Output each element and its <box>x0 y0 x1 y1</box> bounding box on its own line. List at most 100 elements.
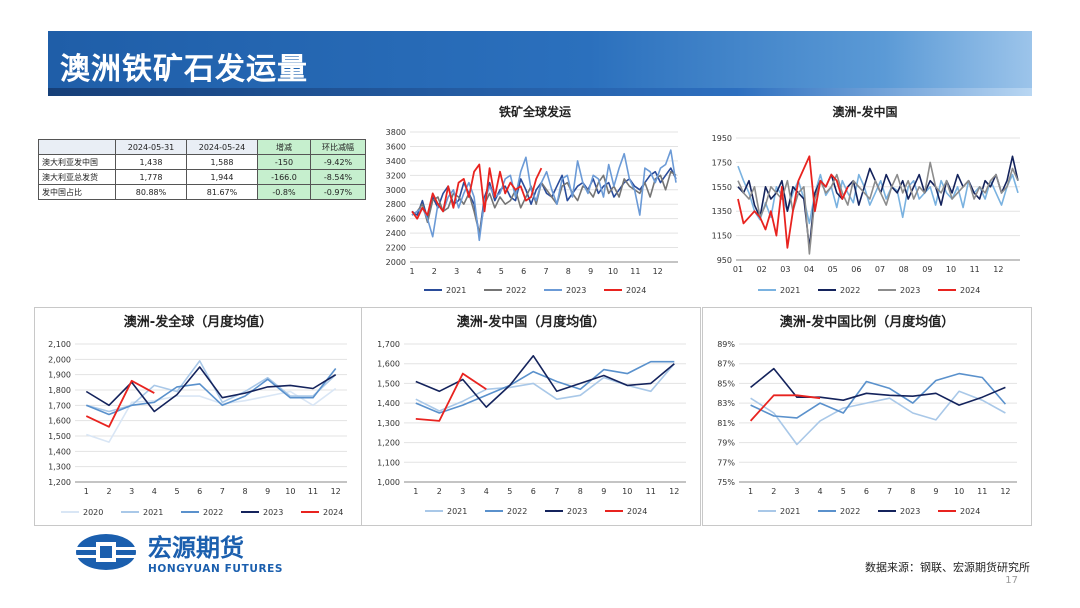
legend-label: 2023 <box>263 508 283 517</box>
y-tick-label: 1,100 <box>377 458 400 467</box>
y-tick-label: 950 <box>717 256 732 265</box>
x-tick-label: 9 <box>933 487 938 496</box>
table-cell: 81.67% <box>186 184 258 200</box>
x-tick-label: 10 <box>946 265 956 274</box>
y-tick-label: 1,400 <box>377 399 400 408</box>
x-tick-label: 6 <box>521 267 526 276</box>
y-tick-label: 1,900 <box>48 371 71 380</box>
chart-title: 铁矿全球发运 <box>499 104 571 119</box>
legend-label: 2021 <box>780 507 800 516</box>
chart-china-monthly: 澳洲-发中国（月度均值） 1,000 1,100 1,200 1,300 1,400 1,5… <box>361 307 701 526</box>
legend-label: 2020 <box>83 508 103 517</box>
y-tick-label: 3200 <box>386 171 406 180</box>
y-tick-label: 2,100 <box>48 340 71 349</box>
legend-label: 2022 <box>507 507 527 516</box>
legend-label: 2023 <box>900 507 920 516</box>
chart-global-monthly: 澳洲-发全球（月度均值） 1,200 1,300 1,400 1,500 1,600 1,7… <box>34 307 362 526</box>
x-tick-label: 5 <box>841 487 846 496</box>
chart-title: 澳洲-发中国（月度均值） <box>457 314 605 330</box>
chart-global-monthly-svg: 澳洲-发全球（月度均值） 1,200 1,300 1,400 1,500 1,600 1,7… <box>48 314 347 517</box>
x-tick-label: 04 <box>804 265 814 274</box>
y-tick-label: 1,700 <box>377 340 400 349</box>
series-line-2021 <box>415 363 675 412</box>
x-tick-label: 12 <box>331 487 341 496</box>
y-tick-label: 1550 <box>712 183 732 192</box>
chart-china-weekly-svg: 澳洲-发中国 950 1150 1350 1550 1750 1950 01 02 03 04 05 0… <box>712 104 1020 295</box>
table-cell: -166.0 <box>257 169 311 185</box>
y-tick-label: 85% <box>717 379 735 388</box>
x-tick-label: 6 <box>197 487 202 496</box>
legend-label: 2024 <box>627 507 647 516</box>
series-line-2024 <box>415 372 487 422</box>
series-line-2024 <box>737 155 849 249</box>
legend-label: 2021 <box>780 286 800 295</box>
chart-title: 澳洲-发中国 <box>833 104 898 119</box>
chart-china-ratio-monthly-svg: 澳洲-发中国比例（月度均值）75%77%79%81%83%85%87%89%1 2… <box>717 314 1017 516</box>
table-header-cell: 2024-05-31 <box>115 139 187 155</box>
x-tick-label: 3 <box>794 487 799 496</box>
y-tick-label: 3000 <box>386 186 406 195</box>
y-tick-label: 3800 <box>386 128 406 137</box>
page-number: 17 <box>1005 575 1018 586</box>
chart-global-weekly: 铁矿全球发运 2000 2200 2400 2600 2800 3000 3200 3400 36… <box>370 102 686 302</box>
x-tick-label: 5 <box>507 487 512 496</box>
x-tick-label: 11 <box>977 487 987 496</box>
x-tick-label: 4 <box>476 267 481 276</box>
x-tick-label: 07 <box>875 265 885 274</box>
x-tick-label: 10 <box>608 267 618 276</box>
y-tick-label: 2000 <box>386 258 406 267</box>
x-tick-label: 12 <box>1000 487 1010 496</box>
table-cell: 1,588 <box>186 154 258 170</box>
table-cell: 1,944 <box>186 169 258 185</box>
x-tick-label: 7 <box>543 267 548 276</box>
x-tick-label: 08 <box>899 265 909 274</box>
y-tick-label: 89% <box>717 340 735 349</box>
y-tick-label: 3400 <box>386 157 406 166</box>
x-tick-label: 6 <box>531 487 536 496</box>
y-tick-label: 1,200 <box>48 478 71 487</box>
x-tick-label: 10 <box>622 487 632 496</box>
x-tick-label: 9 <box>265 487 270 496</box>
y-tick-label: 1,300 <box>377 419 400 428</box>
legend-label: 2024 <box>960 507 980 516</box>
x-tick-label: 8 <box>910 487 915 496</box>
table-row: 澳大利亚发中国 1,438 1,588 -150 -9.42% <box>38 154 366 170</box>
x-tick-label: 1 <box>409 267 414 276</box>
y-tick-label: 77% <box>717 458 735 467</box>
legend-label: 2022 <box>203 508 223 517</box>
chart-global-weekly-svg: 铁矿全球发运2000220024002600280030003200340036… <box>386 104 678 295</box>
table-cell: -0.97% <box>310 184 366 200</box>
chart-china-ratio-monthly: 澳洲-发中国比例（月度均值） 75% 77% 79% 81% 83% 85% 87% 89% 1 2… <box>702 307 1032 526</box>
x-tick-label: 3 <box>460 487 465 496</box>
series-line-2022 <box>750 372 1007 419</box>
x-tick-label: 3 <box>129 487 134 496</box>
x-tick-label: 10 <box>285 487 295 496</box>
x-tick-label: 8 <box>242 487 247 496</box>
y-tick-label: 1,500 <box>48 432 71 441</box>
header-banner <box>48 31 1032 96</box>
x-tick-label: 2 <box>106 487 111 496</box>
legend-label: 2021 <box>143 508 163 517</box>
series-line-2020 <box>86 387 337 443</box>
x-tick-label: 1 <box>84 487 89 496</box>
logo-en-text: HONGYUAN FUTURES <box>148 563 283 575</box>
stats-table: 2024-05-31 2024-05-24 增减 环比减幅 澳大利亚发中国 1,… <box>38 139 366 200</box>
x-tick-label: 7 <box>220 487 225 496</box>
x-tick-label: 10 <box>954 487 964 496</box>
table-cell: -0.8% <box>257 184 311 200</box>
legend-label: 2021 <box>447 507 467 516</box>
legend-label: 2022 <box>506 286 526 295</box>
y-tick-label: 81% <box>717 419 735 428</box>
y-tick-label: 1,700 <box>48 401 71 410</box>
x-tick-label: 2 <box>771 487 776 496</box>
y-tick-label: 1,800 <box>48 386 71 395</box>
legend-label: 2021 <box>446 286 466 295</box>
x-tick-label: 12 <box>669 487 679 496</box>
chart-china-weekly: 澳洲-发中国 950 1150 1350 1550 1750 1950 01 02 03 04 05 0… <box>700 102 1030 302</box>
x-tick-label: 4 <box>818 487 823 496</box>
table-header-cell: 2024-05-24 <box>186 139 258 155</box>
data-source-note: 数据来源：钢联、宏源期货研究所 <box>865 561 1030 574</box>
table-cell: 发中国占比 <box>38 184 116 200</box>
series-line-2023 <box>737 161 1019 255</box>
y-tick-label: 1,500 <box>377 379 400 388</box>
